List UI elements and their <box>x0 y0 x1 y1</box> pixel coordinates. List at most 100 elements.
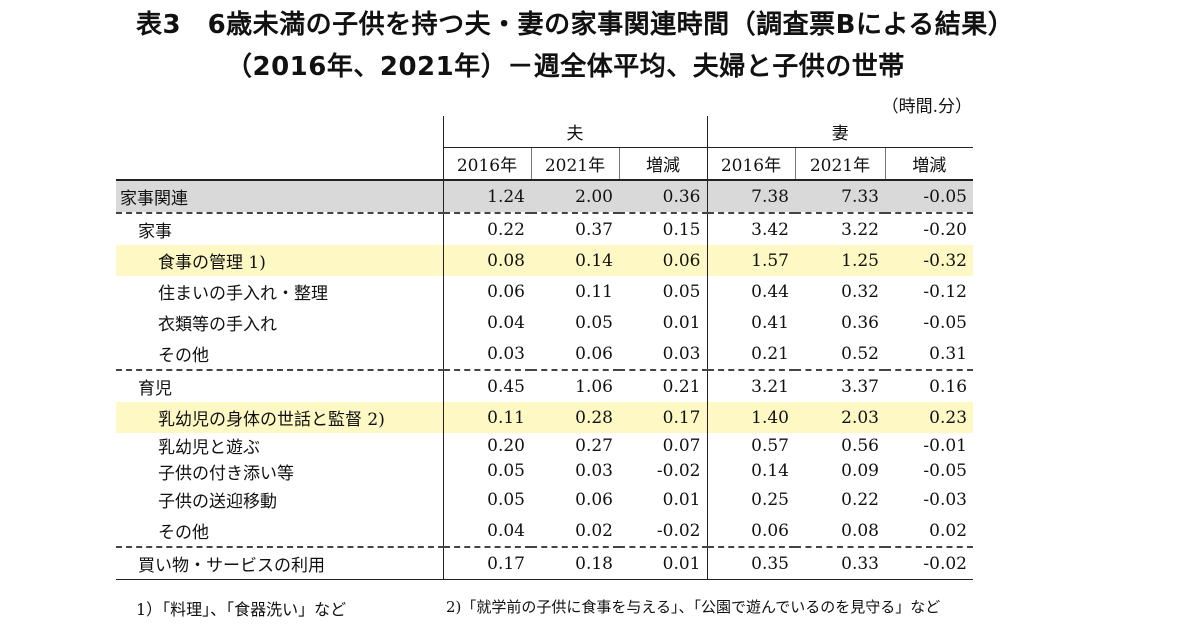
cell-value: -0.05 <box>923 461 968 481</box>
cell-value: 0.15 <box>662 219 701 240</box>
cell-value: 0.17 <box>619 402 707 433</box>
cell-value: 7.33 <box>795 179 885 214</box>
cell-value: -0.12 <box>923 281 968 302</box>
cell-value: 2.03 <box>795 402 885 433</box>
cell-value: 1.24 <box>442 179 531 214</box>
table-row: 家事関連 1.24 2.00 0.36 7.38 7.33 -0.05 <box>116 179 974 214</box>
unit-label: （時間.分） <box>881 97 972 117</box>
table-row: 住まいの手入れ・整理 0.06 0.11 0.05 0.44 0.32 -0.12 <box>116 276 973 307</box>
header-group-row: 夫 妻 <box>116 116 974 181</box>
cell-value: 0.36 <box>841 312 879 333</box>
table-row: 家事 0.22 0.37 0.15 3.42 3.22 -0.20 <box>116 213 973 245</box>
row-label: 子供の付き添い等 <box>158 463 294 484</box>
row-label: 買い物・サービスの利用 <box>116 546 443 580</box>
cell-value: 0.35 <box>706 546 795 580</box>
footnote-1: 1）「料理」、「食器洗い」など <box>136 600 347 619</box>
table-row: その他 0.04 0.02 -0.02 0.06 0.08 0.02 <box>116 515 973 547</box>
cell-value: 1.40 <box>706 402 795 433</box>
cell-value: 0.05 <box>442 484 531 515</box>
table-row: 衣類等の手入れ 0.04 0.05 0.01 0.41 0.36 -0.05 <box>116 307 973 338</box>
row-label: 家事関連 <box>116 179 443 214</box>
cell-value: 0.11 <box>575 281 613 302</box>
cell-value: 0.02 <box>575 520 613 541</box>
cell-value: 0.06 <box>575 343 613 364</box>
cell-value: 0.14 <box>706 458 795 484</box>
table-row: 育児 0.45 1.06 0.21 3.21 3.37 0.16 <box>116 369 974 402</box>
cell-value: 0.07 <box>662 435 701 456</box>
col-header: 2016年 <box>706 147 795 181</box>
row-label: 乳幼児と遊ぶ <box>158 438 260 458</box>
cell-value: -0.05 <box>885 179 974 214</box>
row-label: 家事 <box>138 222 172 242</box>
cell-value: 0.04 <box>442 307 531 338</box>
header-corner <box>116 116 443 181</box>
cell-value: -0.20 <box>923 219 968 240</box>
cell-value: 0.57 <box>706 433 795 458</box>
cell-value: 0.31 <box>929 343 968 364</box>
cell-value: 0.52 <box>841 343 879 364</box>
header-wife: 妻 <box>706 116 974 148</box>
cell-value: 0.08 <box>841 520 879 541</box>
cell-value: -0.02 <box>656 520 701 541</box>
time-use-table: 夫 妻 2016年 2021年 増減 2016年 2021年 増減 家事関連 1.… <box>116 116 974 580</box>
cell-value: 0.06 <box>442 276 531 307</box>
cell-value: 0.01 <box>662 312 701 333</box>
table-row: 乳幼児と遊ぶ 0.20 0.27 0.07 0.57 0.56 -0.01 <box>116 433 973 458</box>
row-label: その他 <box>158 523 209 543</box>
cell-value: 0.41 <box>706 307 795 338</box>
table-title-line1: 表3 6歳未満の子供を持つ夫・妻の家事関連時間（調査票Bによる結果） <box>136 10 1015 40</box>
table-row: 買い物・サービスの利用 0.17 0.18 0.01 0.35 0.33 -0.02 <box>116 546 974 580</box>
row-label: 育児 <box>116 369 443 402</box>
row-label: 子供の送迎移動 <box>158 492 277 512</box>
table-row: 子供の付き添い等 0.05 0.03 -0.02 0.14 0.09 -0.05 <box>116 458 973 484</box>
cell-value: 0.32 <box>841 281 879 302</box>
cell-value: 0.21 <box>706 338 795 370</box>
cell-value: 0.27 <box>575 435 613 456</box>
cell-value: 2.00 <box>531 179 619 214</box>
cell-value: -0.32 <box>885 245 974 276</box>
cell-value: 0.09 <box>841 461 879 481</box>
cell-value: -0.02 <box>656 461 701 481</box>
header-year-row: 2016年 2021年 増減 2016年 2021年 増減 <box>116 147 974 181</box>
cell-value: 7.38 <box>706 179 795 214</box>
cell-value: 0.25 <box>706 484 795 515</box>
cell-value: -0.05 <box>923 312 968 333</box>
cell-value: 3.22 <box>841 219 879 240</box>
col-header: 2021年 <box>794 147 885 181</box>
cell-value: 0.21 <box>619 369 707 402</box>
cell-value: -0.01 <box>923 435 968 456</box>
cell-value: 0.03 <box>442 338 531 370</box>
cell-value: 0.05 <box>442 458 531 484</box>
cell-value: 0.06 <box>575 489 613 510</box>
table-row: 食事の管理 1) 0.08 0.14 0.06 1.57 1.25 -0.32 <box>116 245 974 276</box>
row-label: 住まいの手入れ・整理 <box>158 284 328 304</box>
cell-value: 0.33 <box>795 546 885 580</box>
row-label: 食事の管理 1) <box>116 245 443 276</box>
cell-value: 0.18 <box>531 546 619 580</box>
cell-value: 0.22 <box>841 489 879 510</box>
col-header: 増減 <box>618 147 707 181</box>
row-label: 衣類等の手入れ <box>158 315 277 335</box>
cell-value: -0.02 <box>885 546 974 580</box>
cell-value: 0.14 <box>531 245 619 276</box>
cell-value: 0.17 <box>442 546 531 580</box>
cell-value: 0.08 <box>442 245 531 276</box>
cell-value: 3.37 <box>795 369 885 402</box>
table-title-line2: （2016年、2021年）－週全体平均、夫婦と子供の世帯 <box>226 52 905 82</box>
cell-value: 0.03 <box>662 343 701 364</box>
cell-value: 0.04 <box>442 515 531 547</box>
cell-value: 0.44 <box>706 276 795 307</box>
cell-value: 0.45 <box>442 369 531 402</box>
cell-value: 3.21 <box>706 369 795 402</box>
col-header: 増減 <box>884 147 974 181</box>
cell-value: 0.37 <box>575 219 613 240</box>
table-row: その他 0.03 0.06 0.03 0.21 0.52 0.31 <box>116 338 973 370</box>
cell-value: 0.05 <box>575 312 613 333</box>
cell-value: -0.03 <box>923 489 968 510</box>
cell-value: 0.01 <box>662 489 701 510</box>
cell-value: 0.11 <box>442 402 531 433</box>
cell-value: 0.56 <box>841 435 879 456</box>
header-husband: 夫 <box>442 116 707 148</box>
col-header: 2021年 <box>530 147 619 181</box>
row-label: 乳幼児の身体の世話と監督 2) <box>116 402 443 433</box>
